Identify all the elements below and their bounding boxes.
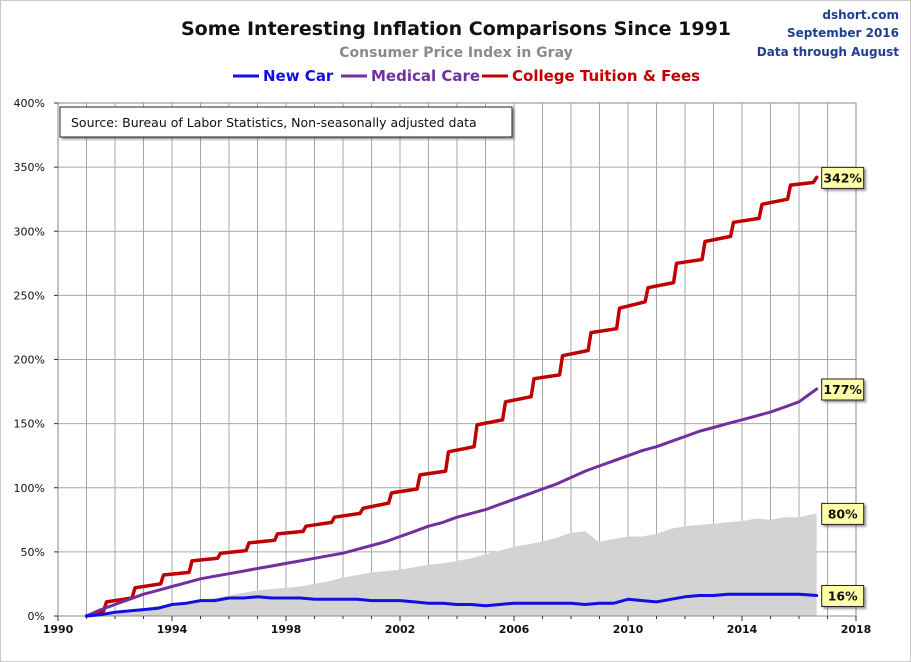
end-label-box <box>821 584 865 607</box>
legend-item-medical-care: Medical Care <box>341 67 480 85</box>
series-area-consumer-price-index <box>86 513 817 616</box>
end-label-text: 80% <box>828 506 858 521</box>
end-label-new-car: 16% <box>821 584 865 607</box>
y-tick-label: 150% <box>14 418 45 431</box>
axes: 1990 1994 1998 2002 2006 2010 2014 2018 0% 50% 100… <box>14 97 872 636</box>
end-label-college-tuition-and-fees: 342% <box>821 166 865 189</box>
x-tick-label: 1990 <box>43 623 74 636</box>
legend: New Car Medical Care College Tuition & F… <box>233 67 700 85</box>
y-tick-label: 350% <box>14 161 45 174</box>
end-label-text: 342% <box>823 170 862 185</box>
end-label-medical-care: 177% <box>821 378 865 401</box>
series-lines <box>84 175 819 618</box>
y-tick-label: 200% <box>14 354 45 367</box>
y-tick-label: 250% <box>14 289 45 302</box>
x-tick-label: 2014 <box>727 623 758 636</box>
x-tick-label: 1998 <box>271 623 302 636</box>
corner-site: dshort.com <box>822 8 899 22</box>
x-tick-label: 2018 <box>841 623 872 636</box>
x-tick-label: 2010 <box>613 623 644 636</box>
y-tick-label: 0% <box>28 610 45 623</box>
corner-data-through: Data through August <box>757 45 899 59</box>
end-label-box <box>821 378 865 401</box>
y-tick-label: 50% <box>21 546 45 559</box>
end-label-consumer-price-index: 80% <box>821 502 865 525</box>
series-line-college-tuition-and-fees <box>84 175 819 618</box>
end-label-text: 16% <box>828 588 858 603</box>
y-tick-label: 100% <box>14 482 45 495</box>
end-label-box <box>821 502 865 525</box>
source-box: Source: Bureau of Labor Statistics, Non-… <box>59 106 513 138</box>
legend-label-new-car: New Car <box>263 67 334 85</box>
source-box-frame <box>59 106 513 138</box>
cpi-area-layer <box>86 513 817 616</box>
chart-title: Some Interesting Inflation Comparisons S… <box>181 18 731 40</box>
series-line-medical-care <box>85 387 819 618</box>
x-tick-label: 1994 <box>157 623 188 636</box>
legend-item-college-tuition: College Tuition & Fees <box>482 67 700 85</box>
legend-item-new-car: New Car <box>233 67 334 85</box>
x-tick-label: 2002 <box>385 623 416 636</box>
end-label-box <box>821 166 865 189</box>
source-note: Source: Bureau of Labor Statistics, Non-… <box>71 115 477 130</box>
x-tick-label: 2006 <box>499 623 530 636</box>
legend-label-medical-care: Medical Care <box>371 67 480 85</box>
y-tick-label: 400% <box>14 97 45 110</box>
chart-subtitle: Consumer Price Index in Gray <box>339 45 572 61</box>
end-label-text: 177% <box>823 382 862 397</box>
corner-date: September 2016 <box>787 26 899 40</box>
legend-label-college-tuition: College Tuition & Fees <box>512 67 700 85</box>
series-line-new-car <box>85 592 819 618</box>
end-labels: 342% 177% 80% 16% <box>821 166 865 607</box>
y-tick-label: 300% <box>14 225 45 238</box>
